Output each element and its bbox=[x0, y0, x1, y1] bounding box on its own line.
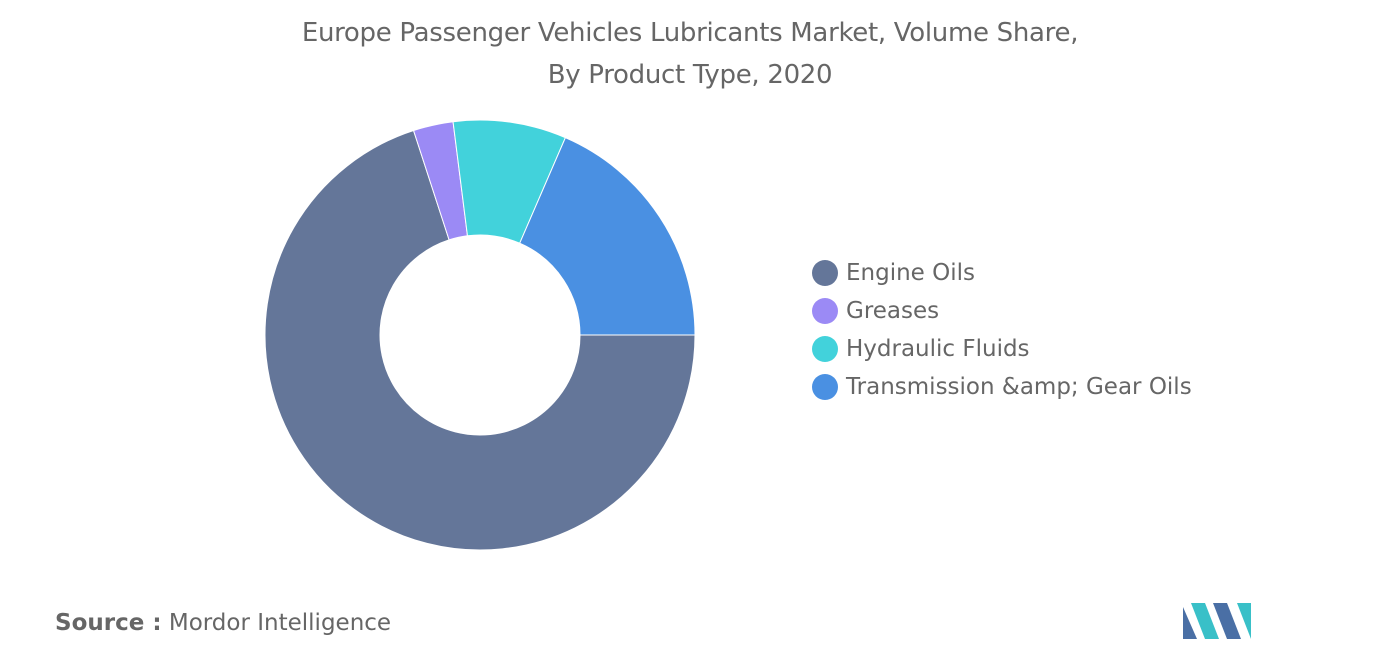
legend-swatch bbox=[812, 336, 838, 362]
legend-label: Engine Oils bbox=[846, 260, 976, 286]
source-label: Source : bbox=[55, 610, 162, 636]
legend-label: Greases bbox=[846, 298, 940, 324]
legend-swatch bbox=[812, 260, 838, 286]
chart-title: Europe Passenger Vehicles Lubricants Mar… bbox=[301, 18, 1079, 90]
source-text: Mordor Intelligence bbox=[168, 610, 392, 636]
legend-swatch bbox=[812, 374, 838, 400]
legend-swatch bbox=[812, 298, 838, 324]
donut-slice-transmission-amp-gear-oils bbox=[519, 137, 696, 336]
legend-label: Transmission &amp; Gear Oils bbox=[846, 374, 1192, 400]
mordor-intelligence-logo-icon bbox=[1183, 603, 1251, 639]
donut-slice-engine-oils bbox=[264, 129, 696, 551]
donut-slices bbox=[264, 119, 696, 551]
legend-item: Hydraulic Fluids bbox=[812, 330, 1192, 368]
legend-label: Hydraulic Fluids bbox=[846, 336, 1030, 362]
source-note: Source : Mordor Intelligence bbox=[55, 610, 391, 636]
chart-legend: Engine Oils Greases Hydraulic Fluids Tra… bbox=[812, 254, 1192, 406]
legend-item: Engine Oils bbox=[812, 254, 1192, 292]
legend-item: Transmission &amp; Gear Oils bbox=[812, 368, 1192, 406]
legend-item: Greases bbox=[812, 292, 1192, 330]
